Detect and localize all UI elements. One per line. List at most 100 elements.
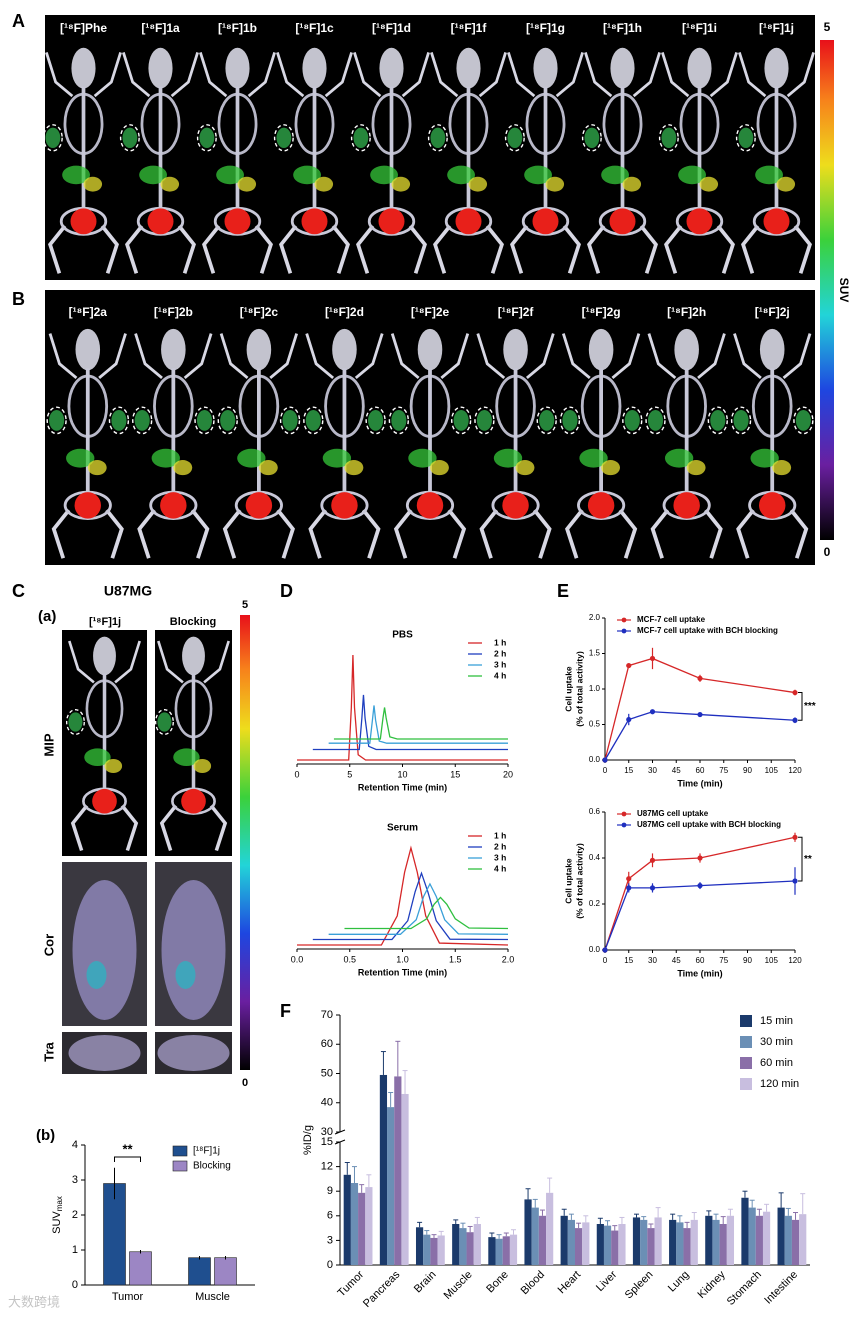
- x-tick-label: 45: [672, 766, 681, 775]
- bladder: [92, 788, 117, 814]
- panel-letter: E: [557, 581, 569, 601]
- uptake: [430, 460, 449, 476]
- arm: [203, 640, 230, 684]
- significance: **: [122, 1141, 133, 1156]
- arm: [647, 333, 677, 380]
- legend-marker: [621, 617, 627, 623]
- skull: [302, 47, 327, 89]
- uptake: [84, 748, 111, 766]
- arm: [305, 333, 335, 380]
- uptake: [193, 758, 212, 774]
- legend-label: 2 h: [494, 648, 506, 658]
- bar: [669, 1219, 677, 1265]
- data-point: [649, 857, 656, 863]
- tumor-outline: [581, 124, 602, 152]
- uptake: [237, 448, 266, 468]
- uptake: [622, 176, 642, 192]
- x-tick-label: 30: [648, 956, 657, 965]
- leg: [479, 508, 499, 559]
- x-tick-label: 75: [719, 956, 728, 965]
- skull: [610, 47, 635, 89]
- uptake: [173, 460, 193, 476]
- series-line: [297, 654, 508, 761]
- bar: [430, 1237, 438, 1265]
- arm: [709, 52, 738, 98]
- series-line: [604, 711, 796, 761]
- leg: [565, 508, 584, 559]
- panel-letter: D: [280, 581, 293, 601]
- uptake: [601, 165, 629, 185]
- tumor-uptake: [220, 410, 236, 431]
- bar: [582, 1222, 590, 1265]
- uptake: [104, 758, 123, 774]
- row-label: Cor: [41, 934, 56, 956]
- y-tick-label: 40: [321, 1097, 333, 1109]
- x-tick-label: 0: [603, 766, 608, 775]
- x-tick-label: Spleen: [623, 1269, 656, 1302]
- leg: [125, 224, 144, 274]
- y-tick-label: 30: [321, 1126, 333, 1138]
- tumor-outline: [66, 709, 85, 735]
- legend-marker: [621, 811, 627, 817]
- bar: [538, 1215, 547, 1265]
- scan-mouse: [735, 47, 815, 274]
- scan-mouse: [217, 328, 301, 559]
- arm: [93, 52, 122, 98]
- legend-label: 120 min: [760, 1078, 799, 1090]
- legend-label: Blocking: [193, 1161, 231, 1172]
- uptake: [258, 460, 278, 476]
- skull: [456, 47, 481, 89]
- tumor-uptake: [122, 127, 138, 149]
- leg: [209, 804, 228, 852]
- bladder: [74, 492, 101, 519]
- scan-mouse: [196, 47, 276, 274]
- leg: [650, 508, 670, 559]
- leg: [664, 224, 683, 274]
- x-tick-label: 60: [696, 766, 705, 775]
- column-label: Blocking: [170, 616, 216, 628]
- uptake: [579, 448, 608, 468]
- bar: [777, 1207, 785, 1265]
- tumor-outline: [119, 124, 140, 152]
- scan-label: [¹⁸F]1j: [759, 21, 794, 35]
- x-axis-label: Time (min): [677, 968, 722, 978]
- series-line: [328, 882, 509, 935]
- skull: [533, 47, 558, 89]
- leg: [308, 508, 328, 559]
- pelvis: [320, 490, 369, 520]
- arm: [611, 333, 641, 380]
- bar: [129, 1251, 152, 1286]
- leg: [48, 224, 67, 274]
- skull: [225, 47, 250, 89]
- uptake: [515, 460, 535, 476]
- scan-mouse: [119, 47, 199, 274]
- series-line: [604, 657, 796, 761]
- bar: [343, 1174, 351, 1265]
- legend-label: 1 h: [494, 637, 506, 647]
- bar: [365, 1187, 373, 1265]
- arm: [525, 333, 555, 380]
- arm: [697, 333, 726, 380]
- scan-mouse: [388, 328, 472, 559]
- uptake: [750, 448, 779, 468]
- tumor-uptake: [710, 410, 726, 431]
- leg: [562, 224, 581, 274]
- uptake: [447, 165, 475, 185]
- bladder: [378, 208, 405, 235]
- leg: [276, 508, 295, 559]
- legend-swatch: [740, 1057, 752, 1069]
- row-label: MIP: [41, 733, 56, 756]
- pelvis: [213, 206, 262, 236]
- skull: [161, 328, 186, 371]
- x-tick-label: 15: [624, 956, 633, 965]
- uptake: [66, 448, 95, 468]
- y-tick-label: 0.6: [589, 807, 601, 816]
- data-point: [792, 834, 798, 840]
- leg: [408, 224, 427, 274]
- skull: [764, 47, 789, 89]
- arm: [661, 52, 690, 98]
- pelvis: [491, 490, 540, 520]
- x-tick-label: 20: [503, 769, 513, 779]
- bladder: [502, 492, 529, 519]
